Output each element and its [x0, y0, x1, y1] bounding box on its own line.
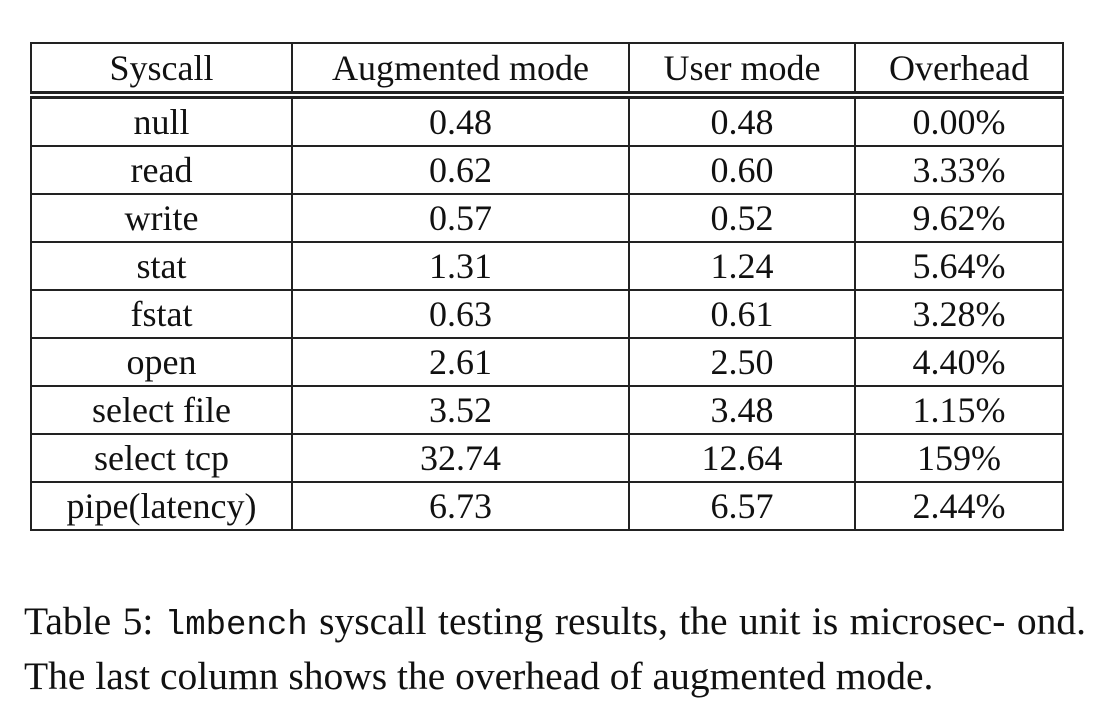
cell-augmented: 0.63 [291, 289, 630, 339]
cell-augmented: 32.74 [291, 433, 630, 483]
table-row: select tcp 32.74 12.64 159% [30, 433, 1064, 483]
cell-user: 12.64 [628, 433, 856, 483]
table-row: open 2.61 2.50 4.40% [30, 337, 1064, 387]
table-row: stat 1.31 1.24 5.64% [30, 241, 1064, 291]
cell-user: 0.60 [628, 145, 856, 195]
cell-syscall: null [30, 91, 293, 147]
cell-overhead: 0.00% [854, 91, 1064, 147]
cell-augmented: 6.73 [291, 481, 630, 531]
table-row: select file 3.52 3.48 1.15% [30, 385, 1064, 435]
cell-overhead: 2.44% [854, 481, 1064, 531]
header-overhead: Overhead [854, 42, 1064, 96]
table-row: null 0.48 0.48 0.00% [30, 91, 1064, 147]
cell-syscall: select tcp [30, 433, 293, 483]
header-augmented-mode: Augmented mode [291, 42, 630, 96]
cell-syscall: write [30, 193, 293, 243]
cell-syscall: read [30, 145, 293, 195]
cell-user: 2.50 [628, 337, 856, 387]
cell-syscall: stat [30, 241, 293, 291]
cell-overhead: 4.40% [854, 337, 1064, 387]
table-row: read 0.62 0.60 3.33% [30, 145, 1064, 195]
cell-user: 0.48 [628, 91, 856, 147]
cell-user: 3.48 [628, 385, 856, 435]
cell-overhead: 5.64% [854, 241, 1064, 291]
cell-syscall: pipe(latency) [30, 481, 293, 531]
cell-overhead: 159% [854, 433, 1064, 483]
cell-augmented: 3.52 [291, 385, 630, 435]
cell-augmented: 0.57 [291, 193, 630, 243]
cell-syscall: select file [30, 385, 293, 435]
cell-syscall: open [30, 337, 293, 387]
table-caption: Table 5: lmbench syscall testing results… [24, 596, 1086, 701]
results-table-container: Syscall Augmented mode User mode Overhea… [30, 42, 1064, 531]
caption-label: Table 5: [24, 599, 154, 643]
cell-user: 1.24 [628, 241, 856, 291]
header-user-mode: User mode [628, 42, 856, 96]
caption-line1-text: syscall testing results, the unit is mic… [319, 599, 1006, 643]
cell-overhead: 1.15% [854, 385, 1064, 435]
cell-overhead: 9.62% [854, 193, 1064, 243]
caption-line2-text: ond. The last column shows the overhead … [24, 599, 1086, 698]
cell-augmented: 2.61 [291, 337, 630, 387]
cell-user: 0.52 [628, 193, 856, 243]
cell-user: 6.57 [628, 481, 856, 531]
cell-syscall: fstat [30, 289, 293, 339]
table-body: null 0.48 0.48 0.00% read 0.62 0.60 3.33… [30, 91, 1064, 531]
syscall-results-table: Syscall Augmented mode User mode Overhea… [30, 42, 1064, 531]
table-row: write 0.57 0.52 9.62% [30, 193, 1064, 243]
cell-user: 0.61 [628, 289, 856, 339]
table-row: fstat 0.63 0.61 3.28% [30, 289, 1064, 339]
table-header-row: Syscall Augmented mode User mode Overhea… [30, 42, 1064, 96]
cell-augmented: 1.31 [291, 241, 630, 291]
cell-augmented: 0.48 [291, 91, 630, 147]
caption-code: lmbench [164, 607, 308, 645]
cell-augmented: 0.62 [291, 145, 630, 195]
table-row: pipe(latency) 6.73 6.57 2.44% [30, 481, 1064, 531]
cell-overhead: 3.33% [854, 145, 1064, 195]
cell-overhead: 3.28% [854, 289, 1064, 339]
header-syscall: Syscall [30, 42, 293, 96]
